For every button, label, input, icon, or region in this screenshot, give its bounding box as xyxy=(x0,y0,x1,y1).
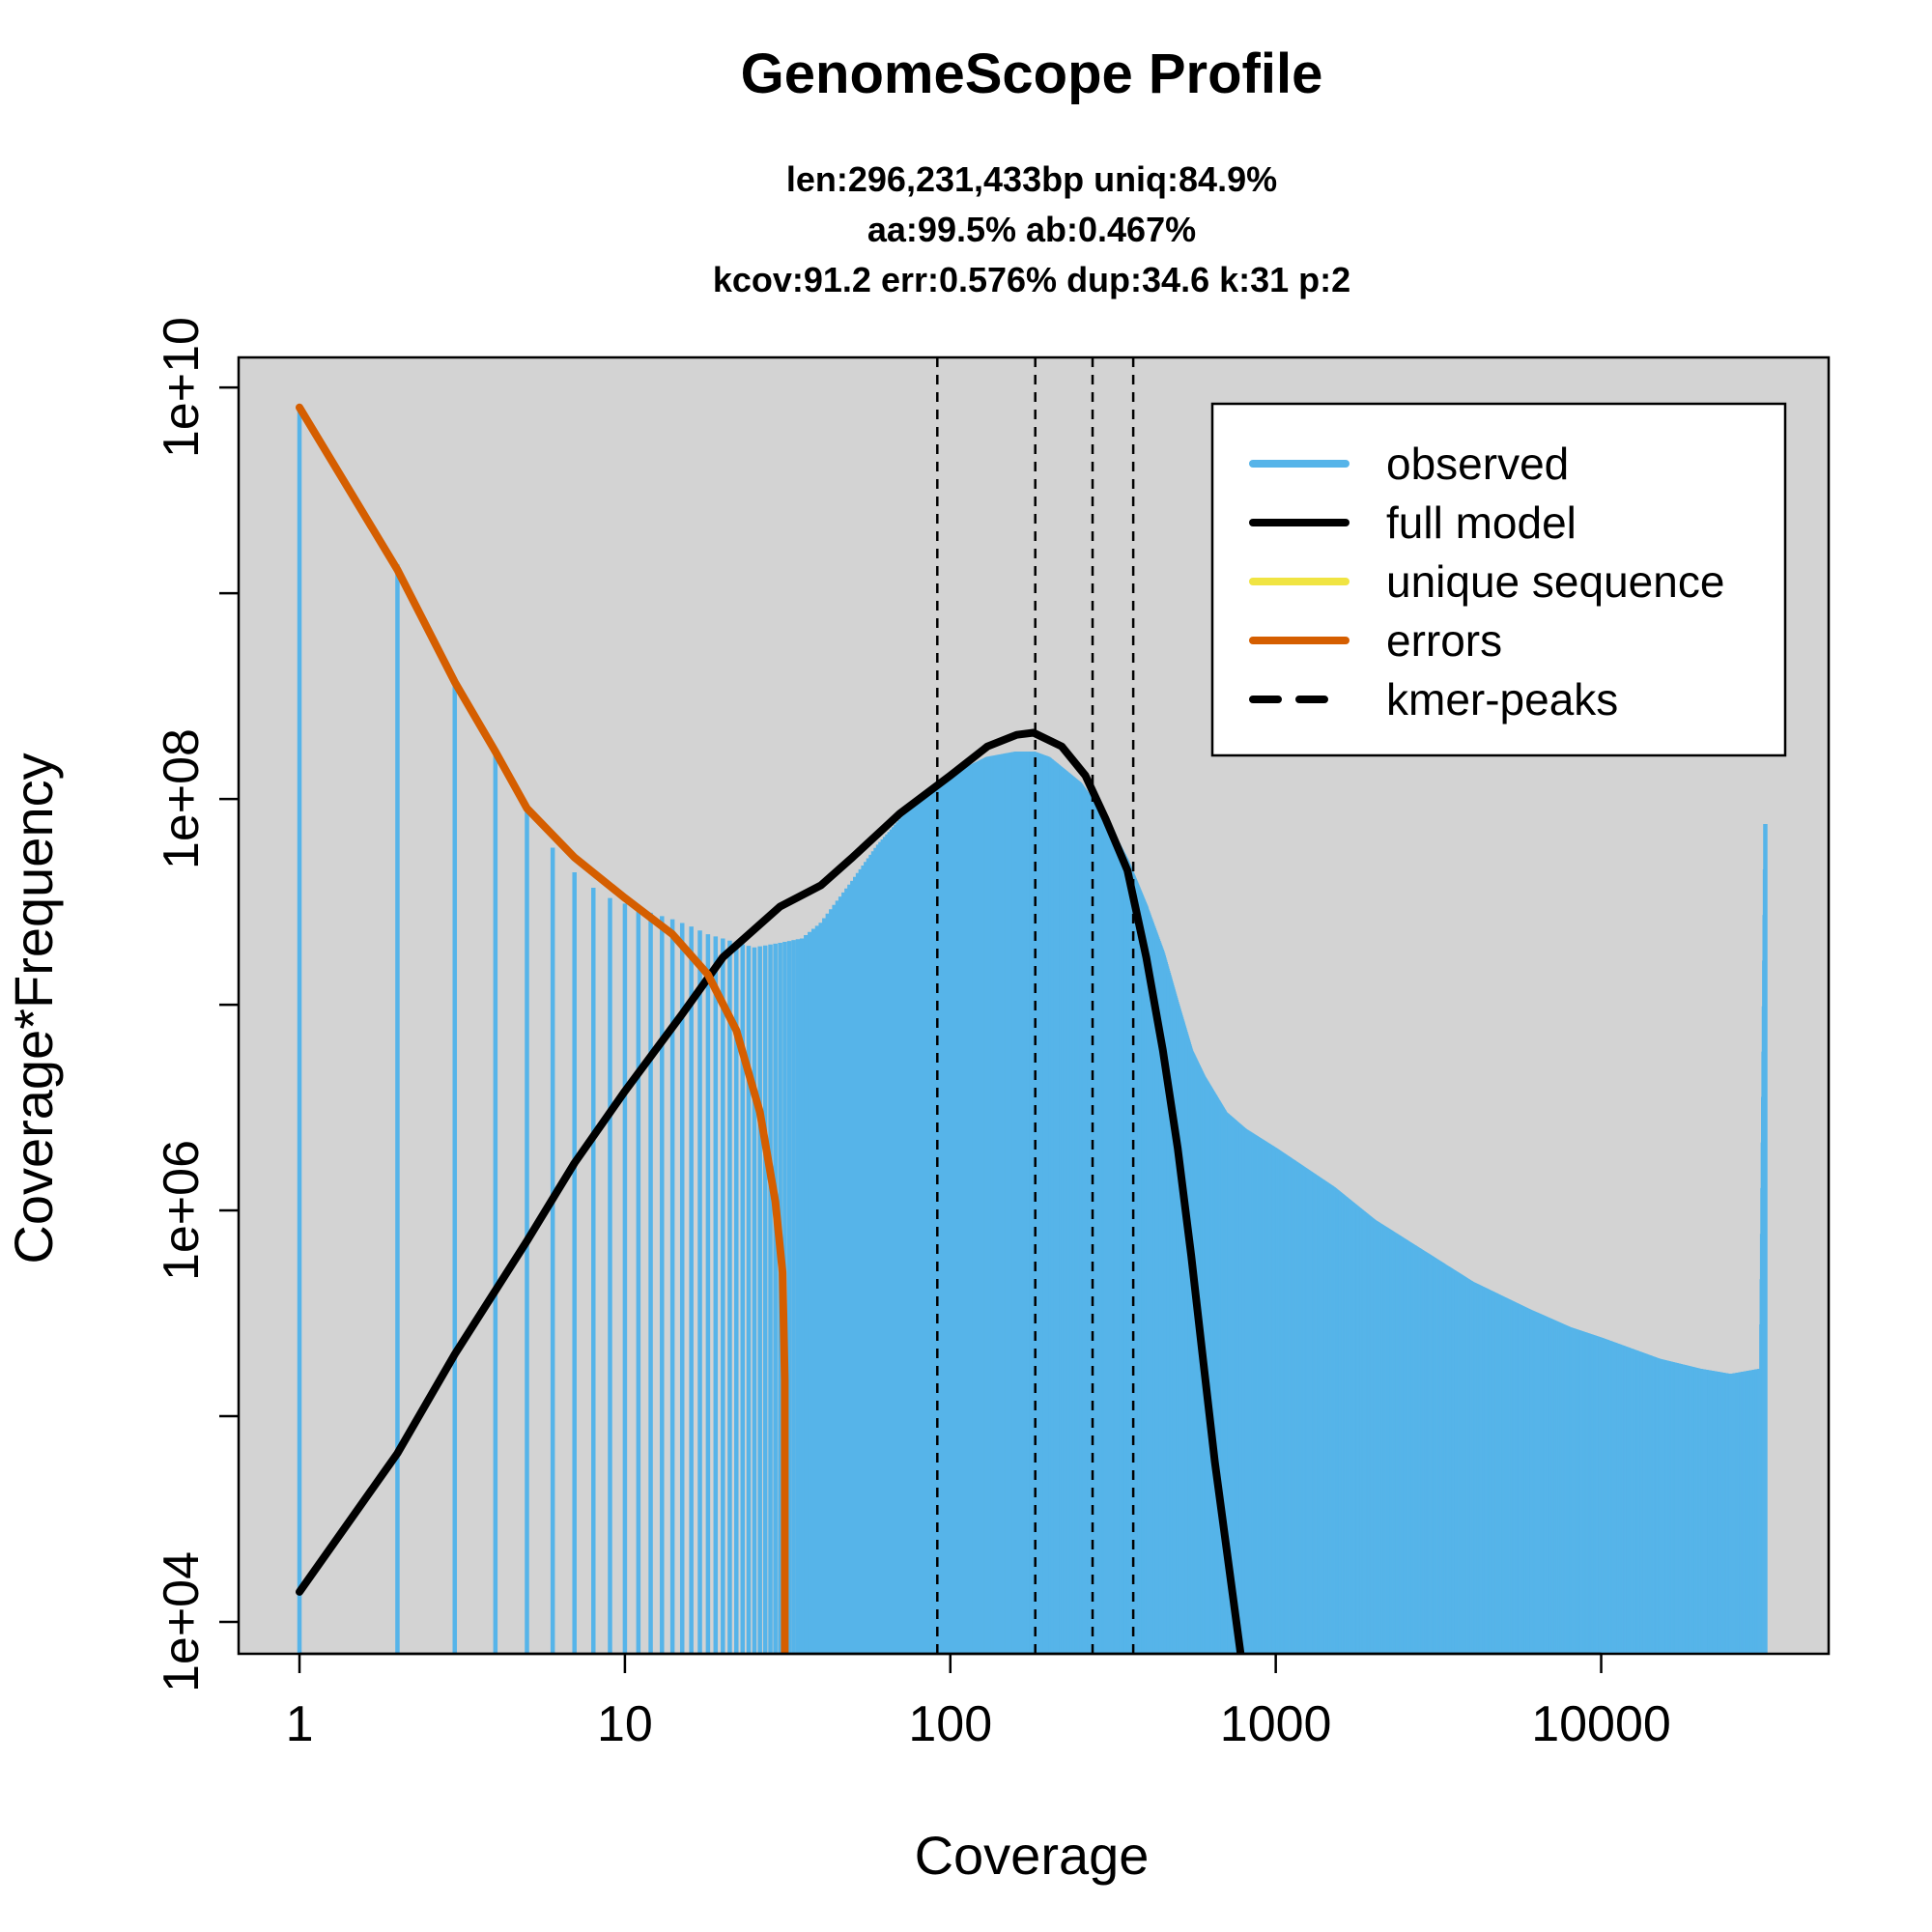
x-tick-label: 10 xyxy=(597,1696,653,1752)
observed-histogram xyxy=(297,407,1768,1654)
full-model-curve xyxy=(296,728,1245,1654)
x-tick-label: 1 xyxy=(286,1696,314,1752)
y-axis-label: Coverage*Frequency xyxy=(3,753,64,1264)
kmer-peak-lines xyxy=(936,357,1135,1654)
legend-label: unique sequence xyxy=(1386,556,1724,607)
chart-subtitle-line-3: kcov:91.2 err:0.576% dup:34.6 k:31 p:2 xyxy=(713,260,1350,299)
x-tick-label: 100 xyxy=(908,1696,992,1752)
chart-subtitle-line-2: aa:99.5% ab:0.467% xyxy=(867,210,1196,249)
legend-label: full model xyxy=(1386,497,1577,548)
plot-area xyxy=(239,357,1829,1654)
legend-label: errors xyxy=(1386,615,1502,666)
x-tick-label: 1000 xyxy=(1220,1696,1332,1752)
legend-label: observed xyxy=(1386,439,1569,489)
errors-curve xyxy=(296,403,789,1654)
plot-content xyxy=(296,357,1768,1654)
y-tick-label: 1e+04 xyxy=(154,1551,210,1692)
y-tick-label: 1e+08 xyxy=(154,728,210,869)
x-tick-label: 10000 xyxy=(1531,1696,1671,1752)
chart-title: GenomeScope Profile xyxy=(741,43,1323,105)
axes: 1 10 100 1000 10000 1e+04 1e+06 1e+08 1e+10 xyxy=(154,317,1831,1752)
legend: observed full model unique sequence errors k… xyxy=(1210,402,1787,757)
y-tick-label: 1e+10 xyxy=(154,317,210,458)
legend-label: kmer-peaks xyxy=(1386,674,1618,724)
x-axis-label: Coverage xyxy=(915,1825,1150,1886)
y-tick-label: 1e+06 xyxy=(154,1140,210,1281)
chart-subtitle-line-1: len:296,231,433bp uniq:84.9% xyxy=(786,159,1277,199)
